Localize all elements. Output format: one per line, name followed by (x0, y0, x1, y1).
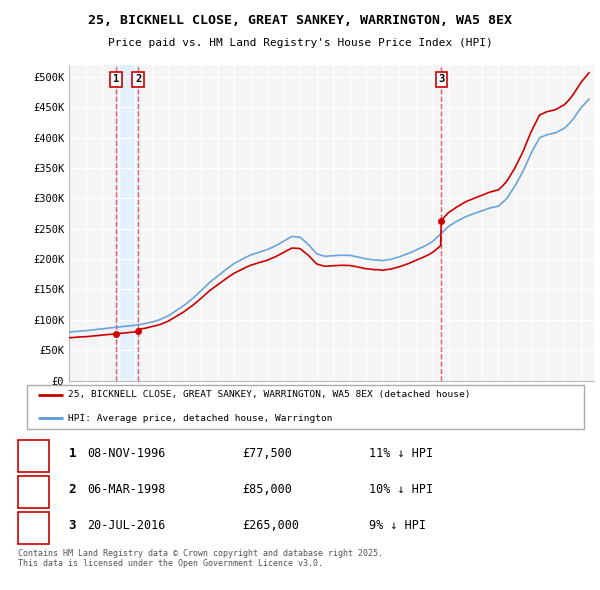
Text: £265,000: £265,000 (242, 519, 299, 532)
FancyBboxPatch shape (18, 512, 49, 543)
Text: Price paid vs. HM Land Registry's House Price Index (HPI): Price paid vs. HM Land Registry's House … (107, 38, 493, 48)
Text: 25, BICKNELL CLOSE, GREAT SANKEY, WARRINGTON, WA5 8EX: 25, BICKNELL CLOSE, GREAT SANKEY, WARRIN… (88, 14, 512, 27)
Text: HPI: Average price, detached house, Warrington: HPI: Average price, detached house, Warr… (68, 414, 332, 422)
Text: 06-MAR-1998: 06-MAR-1998 (87, 483, 165, 496)
Text: 2: 2 (69, 483, 76, 496)
Text: 08-NOV-1996: 08-NOV-1996 (87, 447, 165, 460)
Text: 25, BICKNELL CLOSE, GREAT SANKEY, WARRINGTON, WA5 8EX (detached house): 25, BICKNELL CLOSE, GREAT SANKEY, WARRIN… (68, 391, 470, 399)
Text: £77,500: £77,500 (242, 447, 292, 460)
Text: 2: 2 (135, 74, 141, 84)
Text: Contains HM Land Registry data © Crown copyright and database right 2025.
This d: Contains HM Land Registry data © Crown c… (18, 549, 383, 568)
Text: 9% ↓ HPI: 9% ↓ HPI (369, 519, 426, 532)
FancyBboxPatch shape (18, 440, 49, 472)
Text: £85,000: £85,000 (242, 483, 292, 496)
Text: 1: 1 (69, 447, 76, 460)
Text: 1: 1 (113, 74, 119, 84)
Text: 3: 3 (438, 74, 445, 84)
FancyBboxPatch shape (27, 385, 584, 429)
Text: 3: 3 (69, 519, 76, 532)
FancyBboxPatch shape (18, 476, 49, 507)
Text: 10% ↓ HPI: 10% ↓ HPI (369, 483, 433, 496)
Text: 11% ↓ HPI: 11% ↓ HPI (369, 447, 433, 460)
Bar (116, 65, 138, 381)
Text: 20-JUL-2016: 20-JUL-2016 (87, 519, 165, 532)
